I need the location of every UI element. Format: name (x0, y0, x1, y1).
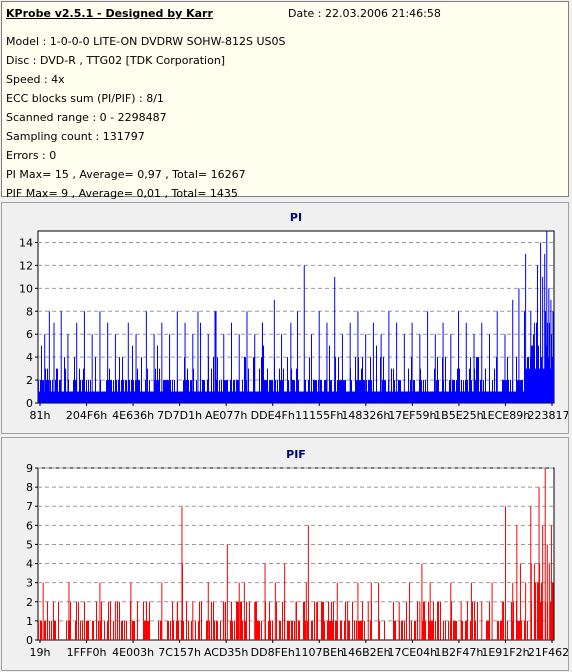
y-tick-label: 12 (19, 259, 33, 272)
x-tick-label: 146B2Eh (341, 646, 390, 659)
y-tick-label: 8 (26, 305, 33, 318)
y-tick-label: 4 (26, 558, 33, 571)
x-tick-label: DDE4Fh (251, 409, 295, 422)
y-tick-label: 14 (19, 236, 33, 249)
pif-summary-line: PIF Max= 9 , Average= 0,01 , Total= 1435 (6, 187, 238, 200)
disc-line: Disc : DVD-R , TTG02 [TDK Corporation] (6, 54, 226, 67)
y-tick-label: 0 (26, 397, 33, 410)
pi-chart: PI 0 2 4 6 8 10 12 14 81h 204F6h 4E636h 7D7D1h AE077h… (19, 211, 568, 422)
pif-chart-panel: PIF 0 1 2 3 4 5 6 7 8 9 19h 1FFF0h 4E003h 7C157h ACD35h… (1, 437, 569, 671)
x-tick-label: 11155Fh (295, 409, 343, 422)
model-line: Model : 1-0-0-0 LITE-ON DVDRW SOHW-812S … (6, 35, 286, 48)
speed-line: Speed : 4x (6, 73, 65, 86)
y-tick-label: 2 (26, 596, 33, 609)
x-tick-label: 1B5E25h (434, 409, 483, 422)
x-tick-label: ACD35h (204, 646, 248, 659)
y-tick-label: 6 (26, 519, 33, 532)
sampling-line: Sampling count : 131797 (6, 130, 145, 143)
x-tick-label: 17EF59h (388, 409, 436, 422)
y-tick-label: 3 (26, 577, 33, 590)
y-tick-label: 0 (26, 634, 33, 647)
errors-line: Errors : 0 (6, 149, 57, 162)
pi-chart-panel: PI 0 2 4 6 8 10 12 14 81h 204F6h 4E636h 7D7D1h AE077h… (1, 202, 569, 434)
error-bars (38, 311, 554, 403)
x-tick-label: AE077h (205, 409, 247, 422)
x-tick-label: 1B2F47h (434, 646, 483, 659)
y-tick-label: 1 (26, 615, 33, 628)
x-tick-label: 19h (30, 646, 51, 659)
x-tick-label: 223817h (528, 409, 568, 422)
chart-title: PIF (286, 448, 306, 461)
x-tick-label: 81h (30, 409, 51, 422)
x-tick-label: 204F6h (66, 409, 107, 422)
x-tick-label: 1107BEh (295, 646, 344, 659)
y-tick-label: 8 (26, 481, 33, 494)
x-tick-label: 4E636h (112, 409, 154, 422)
y-tick-label: 7 (26, 500, 33, 513)
y-tick-label: 10 (19, 282, 33, 295)
ecc-line: ECC blocks sum (PI/PIF) : 8/1 (6, 92, 164, 105)
y-tick-label: 6 (26, 328, 33, 341)
pi-summary-line: PI Max= 15 , Average= 0,97 , Total= 1626… (6, 168, 246, 181)
x-tick-label: 17CE04h (388, 646, 438, 659)
x-tick-label: DD8FEh (251, 646, 295, 659)
y-tick-label: 5 (26, 538, 33, 551)
chart-title: PI (290, 211, 302, 224)
x-tick-label: 1FFF0h (67, 646, 107, 659)
x-tick-label: 1E91F2h (481, 646, 529, 659)
scan-date: Date : 22.03.2006 21:46:58 (288, 7, 441, 20)
x-tick-label: 7C157h (158, 646, 201, 659)
pif-chart: PIF 0 1 2 3 4 5 6 7 8 9 19h 1FFF0h 4E003h 7C157h ACD35h… (26, 448, 568, 659)
x-tick-label: 148326h (341, 409, 390, 422)
x-tick-label: 7D7D1h (157, 409, 202, 422)
x-tick-label: 4E003h (112, 646, 154, 659)
x-tick-label: 21F462h (528, 646, 568, 659)
y-tick-label: 2 (26, 374, 33, 387)
app-title: KProbe v2.5.1 - Designed by Karr (6, 7, 213, 20)
range-line: Scanned range : 0 - 2298487 (6, 111, 167, 124)
y-tick-label: 4 (26, 351, 33, 364)
y-tick-label: 9 (26, 462, 33, 475)
info-panel: KProbe v2.5.1 - Designed by Karr Date : … (1, 1, 569, 200)
x-tick-label: 1ECE89h (481, 409, 531, 422)
